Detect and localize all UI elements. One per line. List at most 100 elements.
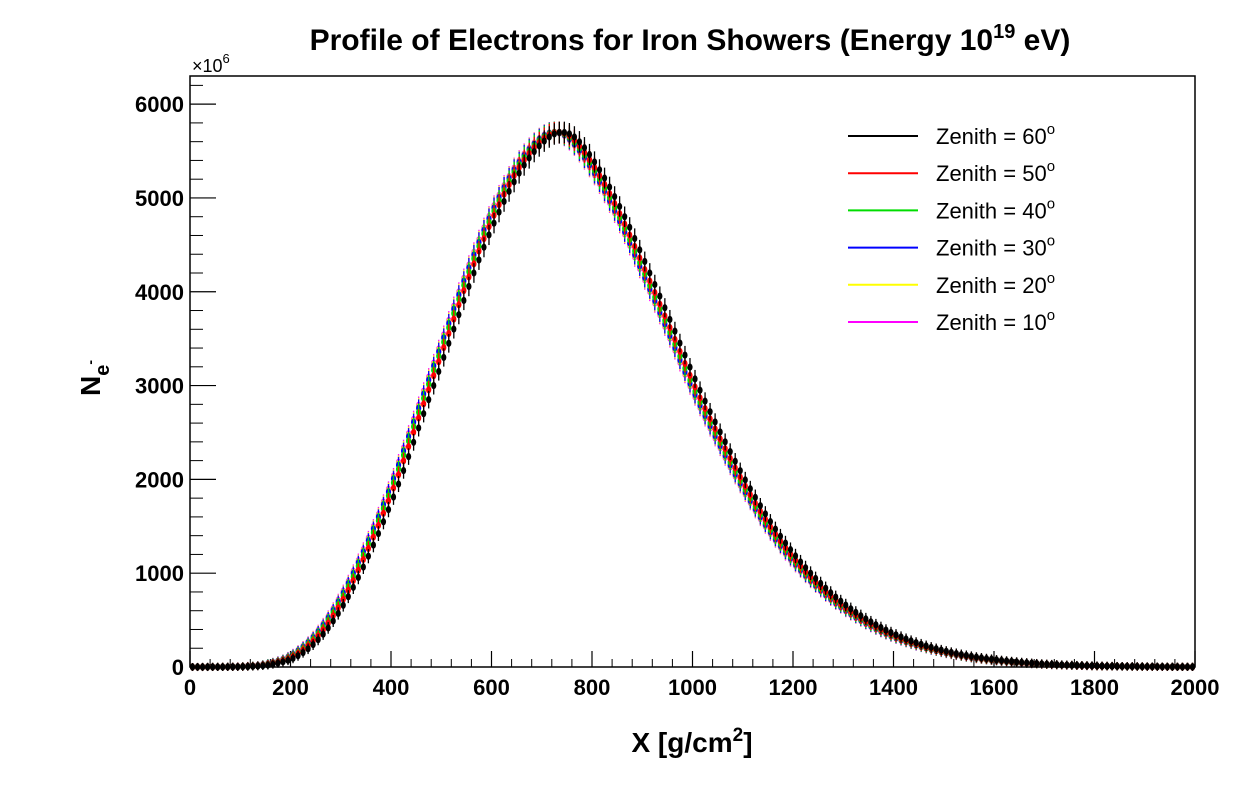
data-point	[481, 243, 487, 251]
data-point	[270, 660, 276, 668]
legend-label: Zenith = 60o	[936, 121, 1055, 149]
data-point	[385, 497, 392, 505]
data-point	[1008, 657, 1015, 666]
data-point	[521, 161, 527, 169]
x-tick-label: 400	[373, 675, 410, 700]
data-point	[571, 133, 578, 141]
data-point	[436, 358, 442, 366]
data-point	[747, 485, 753, 493]
data-point	[1104, 662, 1110, 670]
data-point	[526, 154, 532, 162]
data-point	[813, 574, 819, 583]
y-tick-label: 4000	[135, 280, 184, 305]
data-point	[787, 546, 794, 554]
data-point	[355, 573, 361, 582]
y-tick-label: 1000	[135, 561, 184, 586]
data-point	[873, 621, 879, 629]
data-point	[436, 367, 442, 376]
data-point	[943, 647, 949, 655]
data-point	[993, 656, 1000, 664]
data-point	[446, 329, 452, 338]
data-point	[405, 453, 412, 461]
data-point	[350, 583, 356, 591]
x-tick-label: 2000	[1171, 675, 1220, 700]
data-point	[742, 476, 748, 484]
data-point	[551, 130, 557, 138]
data-point	[853, 608, 859, 616]
data-point	[968, 652, 974, 660]
legend-label: Zenith = 10o	[936, 307, 1055, 335]
x-tick-label: 600	[473, 675, 510, 700]
data-point	[340, 601, 346, 609]
data-point	[757, 502, 763, 510]
data-point	[431, 372, 437, 380]
data-point	[456, 311, 462, 319]
data-point	[1044, 660, 1050, 668]
data-point	[828, 589, 834, 597]
data-point	[576, 138, 583, 146]
data-point	[667, 315, 673, 324]
data-point	[868, 618, 874, 626]
data-point	[461, 296, 467, 305]
data-point	[1039, 660, 1045, 668]
data-point	[918, 640, 924, 648]
data-point	[491, 219, 497, 227]
data-point	[426, 386, 432, 394]
data-point	[903, 635, 909, 643]
data-point	[933, 645, 939, 653]
data-point	[596, 166, 603, 174]
data-point	[1114, 662, 1120, 670]
data-point	[898, 633, 904, 641]
y-axis-label: Ne-	[75, 360, 114, 396]
data-point	[988, 655, 995, 663]
legend-label: Zenith = 40o	[936, 195, 1055, 223]
data-point	[677, 339, 683, 347]
data-point	[370, 533, 377, 541]
legend-label: Zenith = 30o	[936, 233, 1055, 261]
data-point	[471, 269, 477, 277]
data-point	[938, 646, 944, 654]
data-point	[295, 652, 301, 660]
data-point	[375, 530, 382, 538]
data-point	[953, 649, 959, 658]
data-point	[702, 397, 708, 405]
data-point	[360, 563, 366, 571]
data-point	[476, 256, 482, 264]
data-point	[1024, 659, 1030, 667]
data-point	[807, 569, 814, 577]
data-point	[501, 197, 507, 206]
data-point	[290, 654, 296, 662]
x-tick-label: 1800	[1070, 675, 1119, 700]
data-point	[843, 601, 849, 609]
x-tick-label: 1600	[970, 675, 1019, 700]
legend-label: Zenith = 20o	[936, 270, 1055, 298]
data-point	[561, 128, 567, 137]
data-point	[642, 257, 648, 266]
data-point	[400, 457, 407, 465]
x-tick-label: 1200	[769, 675, 818, 700]
data-point	[833, 593, 839, 601]
data-point	[913, 639, 919, 647]
data-point	[627, 223, 633, 231]
data-point	[320, 630, 326, 638]
data-point	[782, 539, 789, 547]
data-point	[662, 304, 668, 312]
data-point	[672, 327, 678, 335]
legend-label: Zenith = 50o	[936, 158, 1055, 186]
data-point	[285, 656, 291, 664]
data-point	[772, 525, 779, 533]
data-point	[652, 280, 658, 289]
data-point	[612, 193, 618, 201]
data-point	[395, 471, 402, 479]
data-point	[601, 174, 608, 182]
data-point	[767, 518, 773, 526]
data-point	[395, 480, 402, 488]
data-point	[883, 626, 889, 634]
data-point	[838, 597, 844, 605]
data-point	[858, 612, 864, 620]
data-point	[1014, 658, 1020, 666]
data-point	[1003, 657, 1010, 665]
data-point	[416, 414, 422, 422]
data-point	[797, 558, 804, 566]
data-point	[345, 593, 351, 601]
